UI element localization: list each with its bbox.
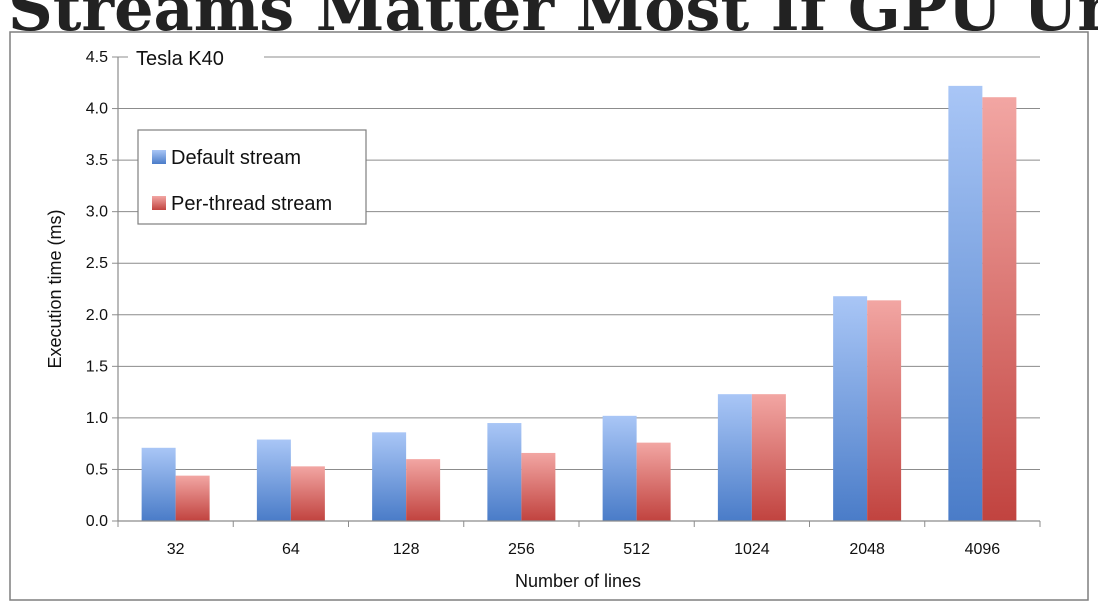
- y-tick-label: 3.5: [86, 152, 108, 169]
- legend: Default stream Per-thread stream: [137, 129, 367, 225]
- y-tick-label: 0.0: [86, 513, 108, 530]
- chart-title-background: [128, 42, 264, 72]
- y-tick-label: 1.5: [86, 358, 108, 375]
- bars: [141, 85, 1017, 522]
- y-tick-label: 0.5: [86, 461, 108, 478]
- x-tick-label: 128: [393, 541, 420, 558]
- x-tick-label: 32: [167, 541, 185, 558]
- bar-default-stream-256: [487, 423, 522, 521]
- x-tick-label: 256: [508, 541, 535, 558]
- x-tick-label: 4096: [965, 541, 1001, 558]
- bar-per-thread-stream-32: [175, 475, 210, 521]
- y-tick-label: 3.0: [86, 204, 108, 221]
- bar-per-thread-stream-256: [521, 452, 556, 521]
- y-tick-label: 2.0: [86, 307, 108, 324]
- legend-swatch-default: [152, 150, 166, 164]
- legend-label-default: Default stream: [171, 147, 301, 169]
- y-tick-label: 1.0: [86, 410, 108, 427]
- chart-title: Tesla K40: [136, 48, 224, 70]
- bar-default-stream-32: [141, 447, 176, 521]
- bar-per-thread-stream-2048: [867, 300, 902, 521]
- legend-box: [137, 129, 367, 225]
- y-tick-label: 2.5: [86, 255, 108, 272]
- bar-default-stream-1024: [717, 394, 752, 521]
- x-tick-label: 2048: [849, 541, 885, 558]
- bar-per-thread-stream-64: [290, 466, 325, 521]
- bar-default-stream-4096: [948, 85, 983, 522]
- y-tick-label: 4.0: [86, 101, 108, 118]
- legend-swatch-perthread: [152, 196, 166, 210]
- x-tick-label: 1024: [734, 541, 770, 558]
- bar-default-stream-2048: [833, 296, 868, 521]
- bar-per-thread-stream-4096: [982, 97, 1017, 522]
- axes: 0.0 0.5 1.0 1.5 2.0 2.5 3.0 3.5 4.0 4.5 32 64 128 256…: [86, 49, 1041, 558]
- bar-default-stream-512: [602, 415, 637, 521]
- bar-per-thread-stream-128: [406, 459, 441, 521]
- x-tick-label: 64: [282, 541, 300, 558]
- legend-label-perthread: Per-thread stream: [171, 193, 332, 215]
- bar-default-stream-64: [256, 439, 291, 521]
- y-axis-title: Execution time (ms): [45, 209, 65, 368]
- bar-per-thread-stream-1024: [751, 394, 786, 521]
- bar-default-stream-128: [372, 432, 407, 521]
- y-tick-label: 4.5: [86, 49, 108, 66]
- x-tick-label: 512: [623, 541, 650, 558]
- x-axis-title: Number of lines: [515, 571, 641, 591]
- bar-per-thread-stream-512: [636, 442, 671, 521]
